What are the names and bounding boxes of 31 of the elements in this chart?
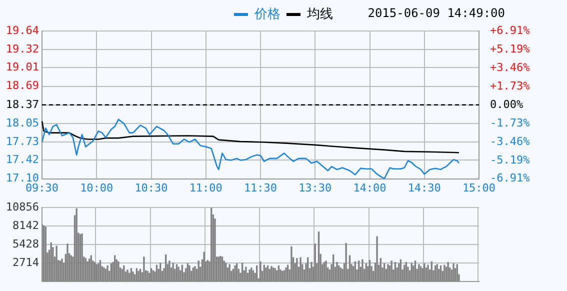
y-tick-label: 18.69 <box>6 79 39 92</box>
y-tick-label: 19.32 <box>6 42 39 56</box>
x-tick-label: 10:30 <box>134 181 168 194</box>
y-tick-label: 2714 <box>12 256 40 269</box>
x-tick-label: 11:00 <box>189 181 222 194</box>
legend-label: 均线 <box>306 6 333 22</box>
legend-label: 价格 <box>254 6 280 22</box>
y2-tick-label: -3.46% <box>490 134 530 148</box>
x-tick-label: 14:00 <box>353 181 386 194</box>
y2-tick-label: -5.19% <box>490 153 530 166</box>
y2-tick-label: +1.73% <box>490 79 530 92</box>
y-tick-label: 5428 <box>12 237 39 250</box>
y2-tick-label: +3.46% <box>490 60 530 74</box>
y-tick-label: 17.73 <box>6 135 39 148</box>
y-tick-label: 17.42 <box>6 153 39 166</box>
x-tick-label: 10:00 <box>80 181 114 194</box>
y2-tick-label: -1.73% <box>490 116 530 130</box>
y-tick-label: 18.05 <box>6 116 39 130</box>
y-tick-label: 10856 <box>6 200 39 214</box>
y-tick-label: 19.01 <box>6 60 39 74</box>
y2-tick-label: 0.00% <box>490 98 524 111</box>
x-tick-label: 13:30 <box>298 181 332 194</box>
y-tick-label: 19.64 <box>6 24 40 37</box>
text: 2015-06-09 14:49:00 <box>368 6 505 20</box>
x-tick-label: 11:30 <box>244 181 278 194</box>
y-tick-label: 18.37 <box>6 98 39 111</box>
x-tick-label: 14:30 <box>408 181 441 194</box>
y2-tick-label: +5.19% <box>490 42 530 56</box>
x-tick-label: 09:30 <box>25 181 59 194</box>
y2-tick-label: +6.91% <box>490 24 530 37</box>
y-tick-label: 8142 <box>12 218 39 232</box>
